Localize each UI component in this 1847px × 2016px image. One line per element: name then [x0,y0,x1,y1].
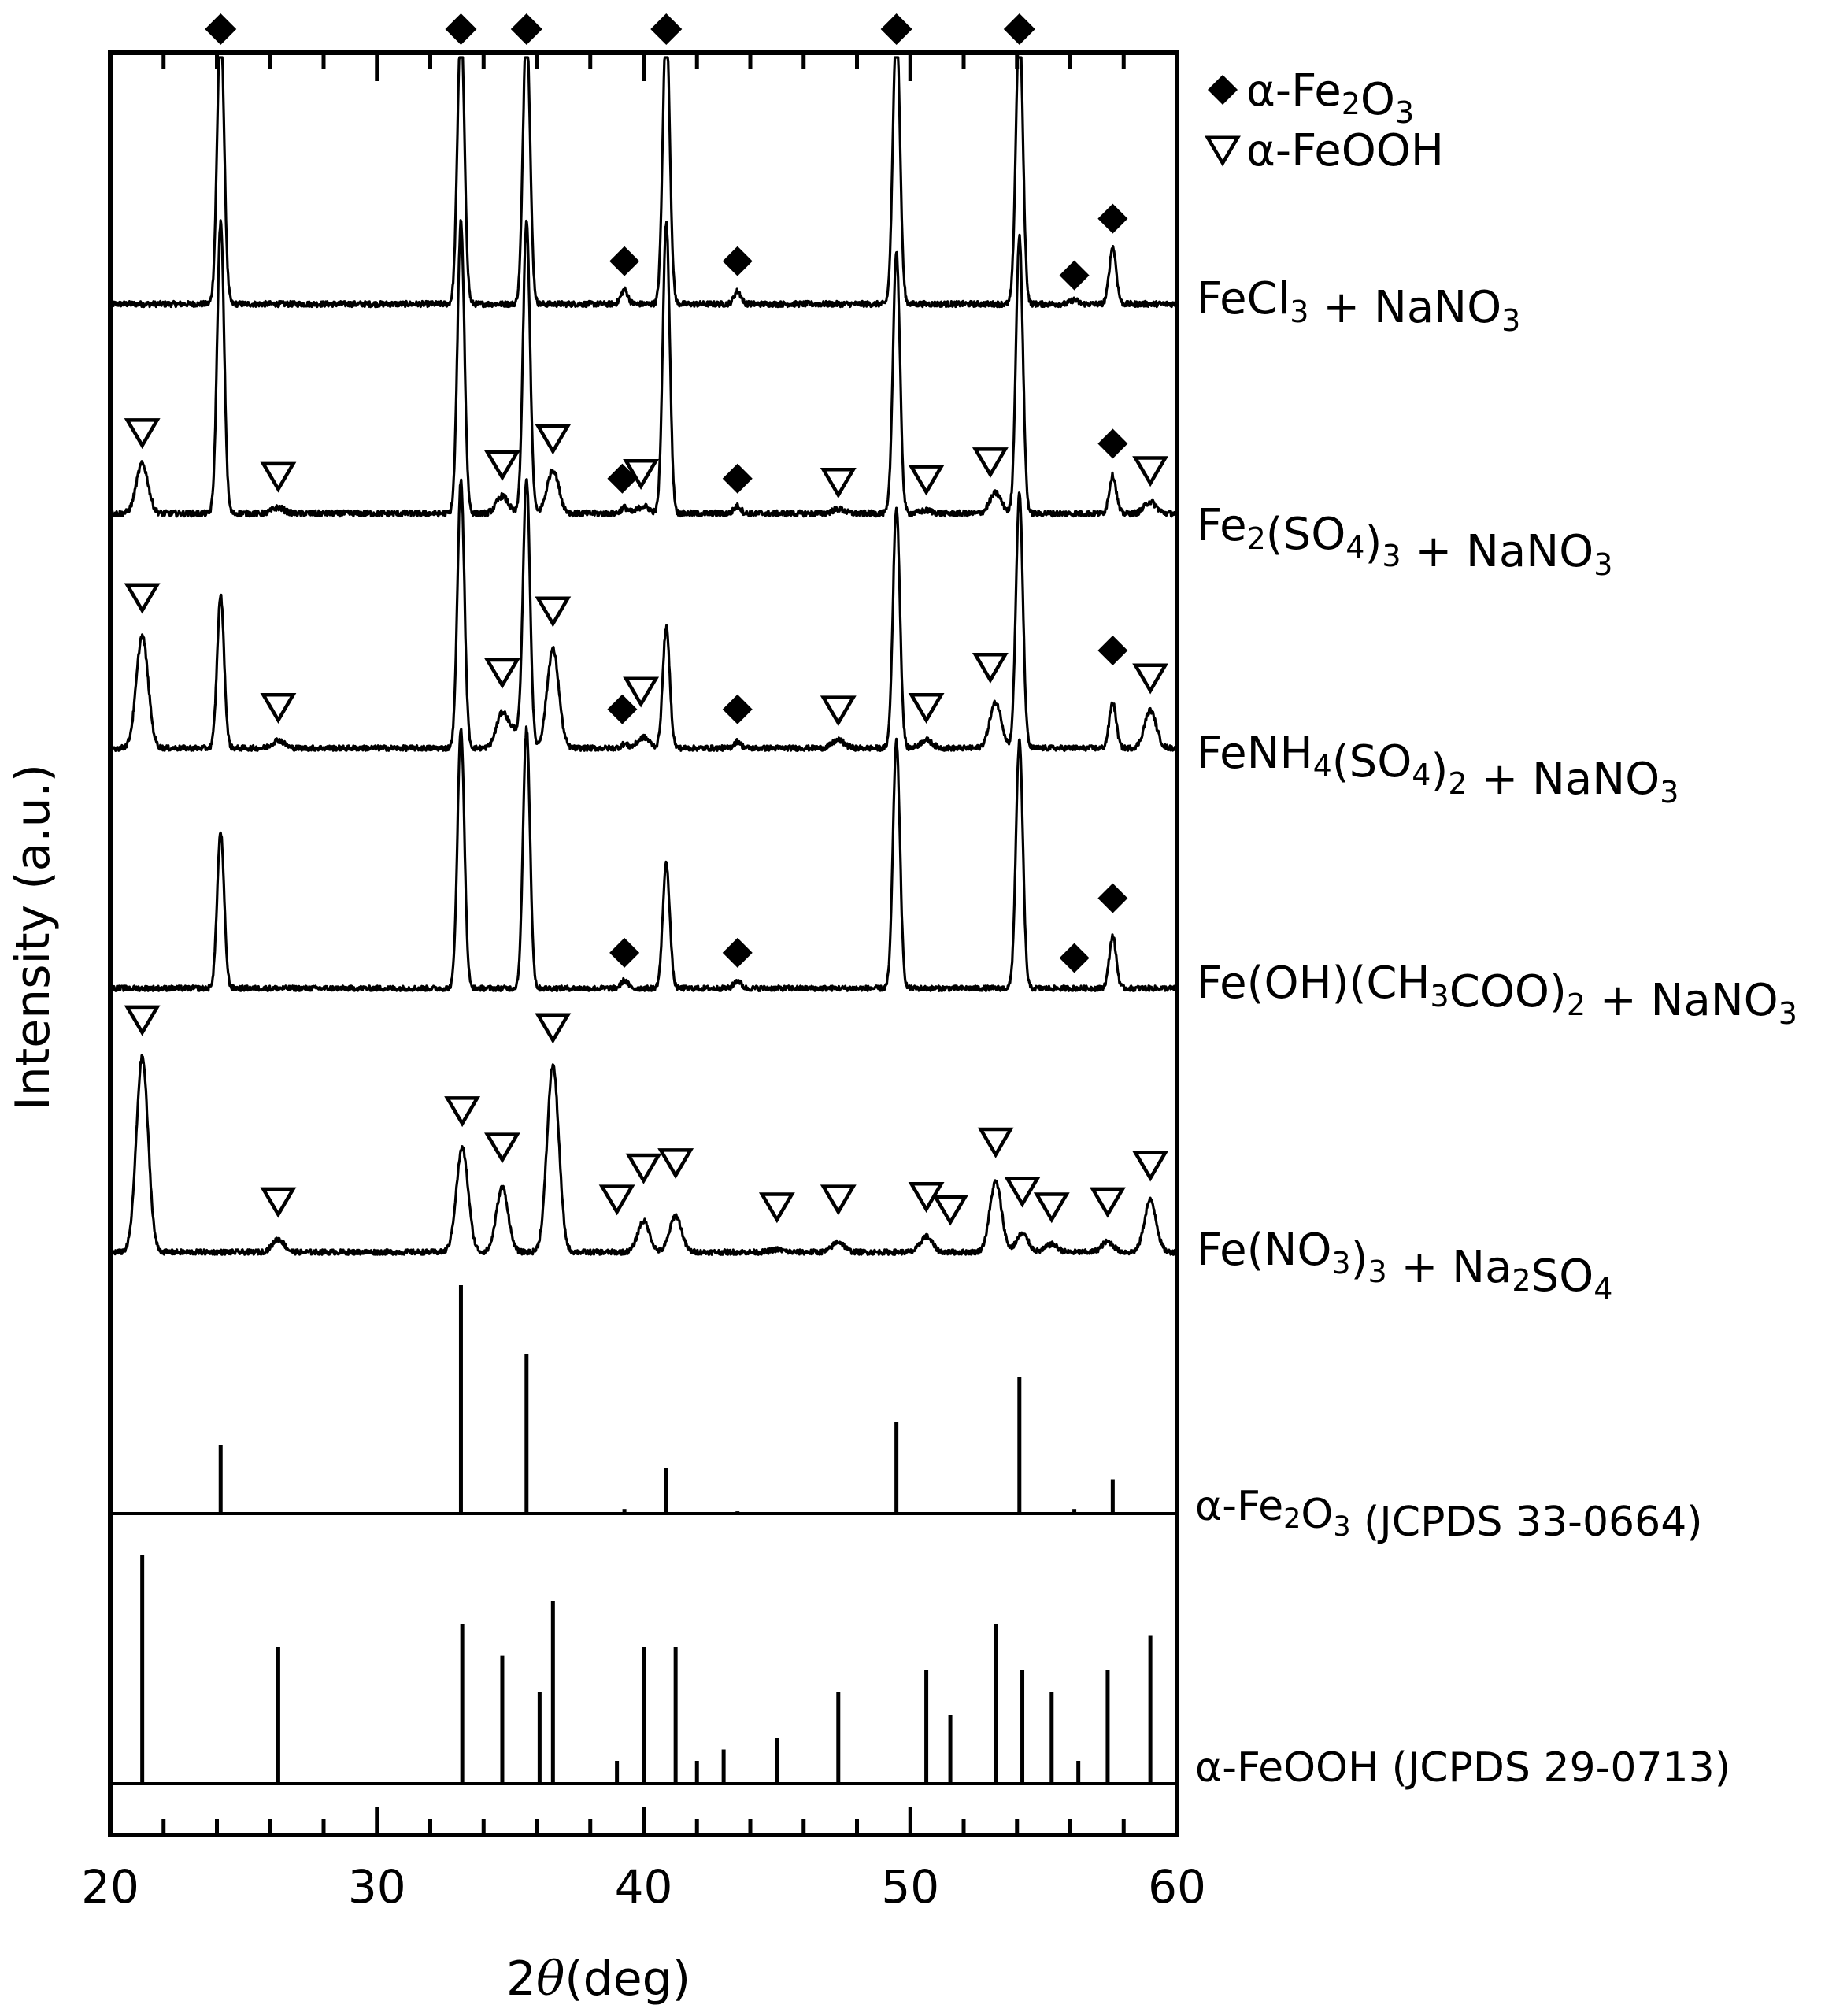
top-hematite-marker [445,13,477,45]
x-tick-label: 40 [615,1860,673,1914]
goethite-peak-marker [484,658,520,689]
trace-line-4 [109,1054,1178,1256]
goethite-peak-marker [535,596,572,628]
legend-hematite-marker [1208,75,1238,105]
hematite-peak-marker [722,694,753,724]
hematite-peak-marker [609,937,640,968]
goethite-peak-marker [484,450,520,481]
top-hematite-marker [1003,13,1035,45]
x-tick-label: 50 [881,1860,939,1914]
hematite-peak-marker [1097,636,1128,665]
hematite-peak-marker [722,937,753,968]
top-hematite-marker [205,13,237,45]
legend-label-0: α-Fe2O3 [1246,65,1414,130]
goethite-peak-marker [124,1005,161,1036]
series-label-4: Fe(NO3)3 + Na2SO4 [1197,1225,1612,1306]
goethite-peak-marker [908,465,945,496]
goethite-peak-marker [1004,1177,1041,1208]
goethite-peak-marker [623,458,660,490]
goethite-peak-marker [623,676,660,708]
goethite-peak-marker [977,1127,1014,1158]
series-label-3: Fe(OH)(CH3COO)2 + NaNO3 [1197,958,1797,1031]
hematite-peak-marker [722,463,753,494]
y-axis-label: Intensity (a.u.) [6,764,61,1110]
goethite-peak-marker [124,583,161,614]
goethite-peak-marker [535,424,572,455]
legend-label-1: α-FeOOH [1246,125,1444,176]
goethite-peak-marker [1132,456,1169,487]
series-label-2: FeNH4(SO4)2 + NaNO3 [1197,728,1679,810]
goethite-peak-marker [820,1184,857,1216]
goethite-peak-marker [657,1148,694,1180]
hematite-peak-marker [1097,203,1128,234]
hematite-peak-marker [1097,883,1128,914]
goethite-peak-marker [932,1195,968,1226]
goethite-peak-marker [260,692,297,724]
axis-ticks-group: 20 30 40 50 60 [81,53,1206,1914]
goethite-peak-marker [444,1096,481,1128]
goethite-peak-marker [1089,1187,1126,1218]
hematite-peak-marker [722,246,753,276]
trace-line-1 [109,219,1178,518]
series-label-1: Fe2(SO4)3 + NaNO3 [1197,500,1612,582]
goethite-peak-marker [972,652,1009,684]
goethite-peak-marker [484,1132,520,1164]
goethite-peak-marker [1132,663,1169,695]
hematite-peak-marker [1097,428,1128,459]
goethite-peak-marker [972,447,1009,479]
goethite-peak-marker [820,468,857,499]
peak-markers-group [124,13,1169,1226]
x-axis-label: 2θ(deg) [506,1951,690,2007]
goethite-peak-marker [1033,1192,1070,1224]
top-hematite-marker [880,13,912,45]
hematite-peak-marker [1059,943,1090,973]
goethite-peak-marker [625,1153,662,1184]
goethite-peak-marker [908,692,945,724]
top-hematite-marker [510,13,542,45]
trace-line-2 [109,478,1178,752]
x-tick-label: 60 [1148,1860,1206,1914]
goethite-peak-marker [1132,1151,1169,1182]
hematite-peak-marker [609,246,640,276]
goethite-peak-marker [535,1013,572,1044]
reference-label-1: α-FeOOH (JCPDS 29-0713) [1195,1744,1730,1792]
goethite-peak-marker [820,695,857,727]
x-tick-label: 30 [348,1860,406,1914]
trace-line-3 [109,725,1178,992]
goethite-peak-marker [124,418,161,450]
top-hematite-marker [650,13,683,45]
hematite-peak-marker [607,463,638,494]
hematite-peak-marker [1059,260,1090,291]
series-labels-group: FeCl3 + NaNO3 Fe2(SO4)3 + NaNO3 FeNH4(SO4)… [1195,273,1797,1792]
goethite-peak-marker [260,1187,297,1218]
legend-goethite-marker [1205,135,1241,167]
series-label-0: FeCl3 + NaNO3 [1197,273,1520,338]
trace-line-0 [109,56,1178,309]
x-tick-label: 20 [81,1860,139,1914]
goethite-peak-marker [758,1192,795,1224]
goethite-peak-marker [260,461,297,493]
hematite-peak-marker [607,694,638,724]
reference-label-0: α-Fe2O3 (JCPDS 33-0664) [1195,1483,1703,1546]
goethite-peak-marker [598,1184,635,1216]
reference-sticks-group [140,1285,1153,1784]
traces-group [109,56,1178,1256]
